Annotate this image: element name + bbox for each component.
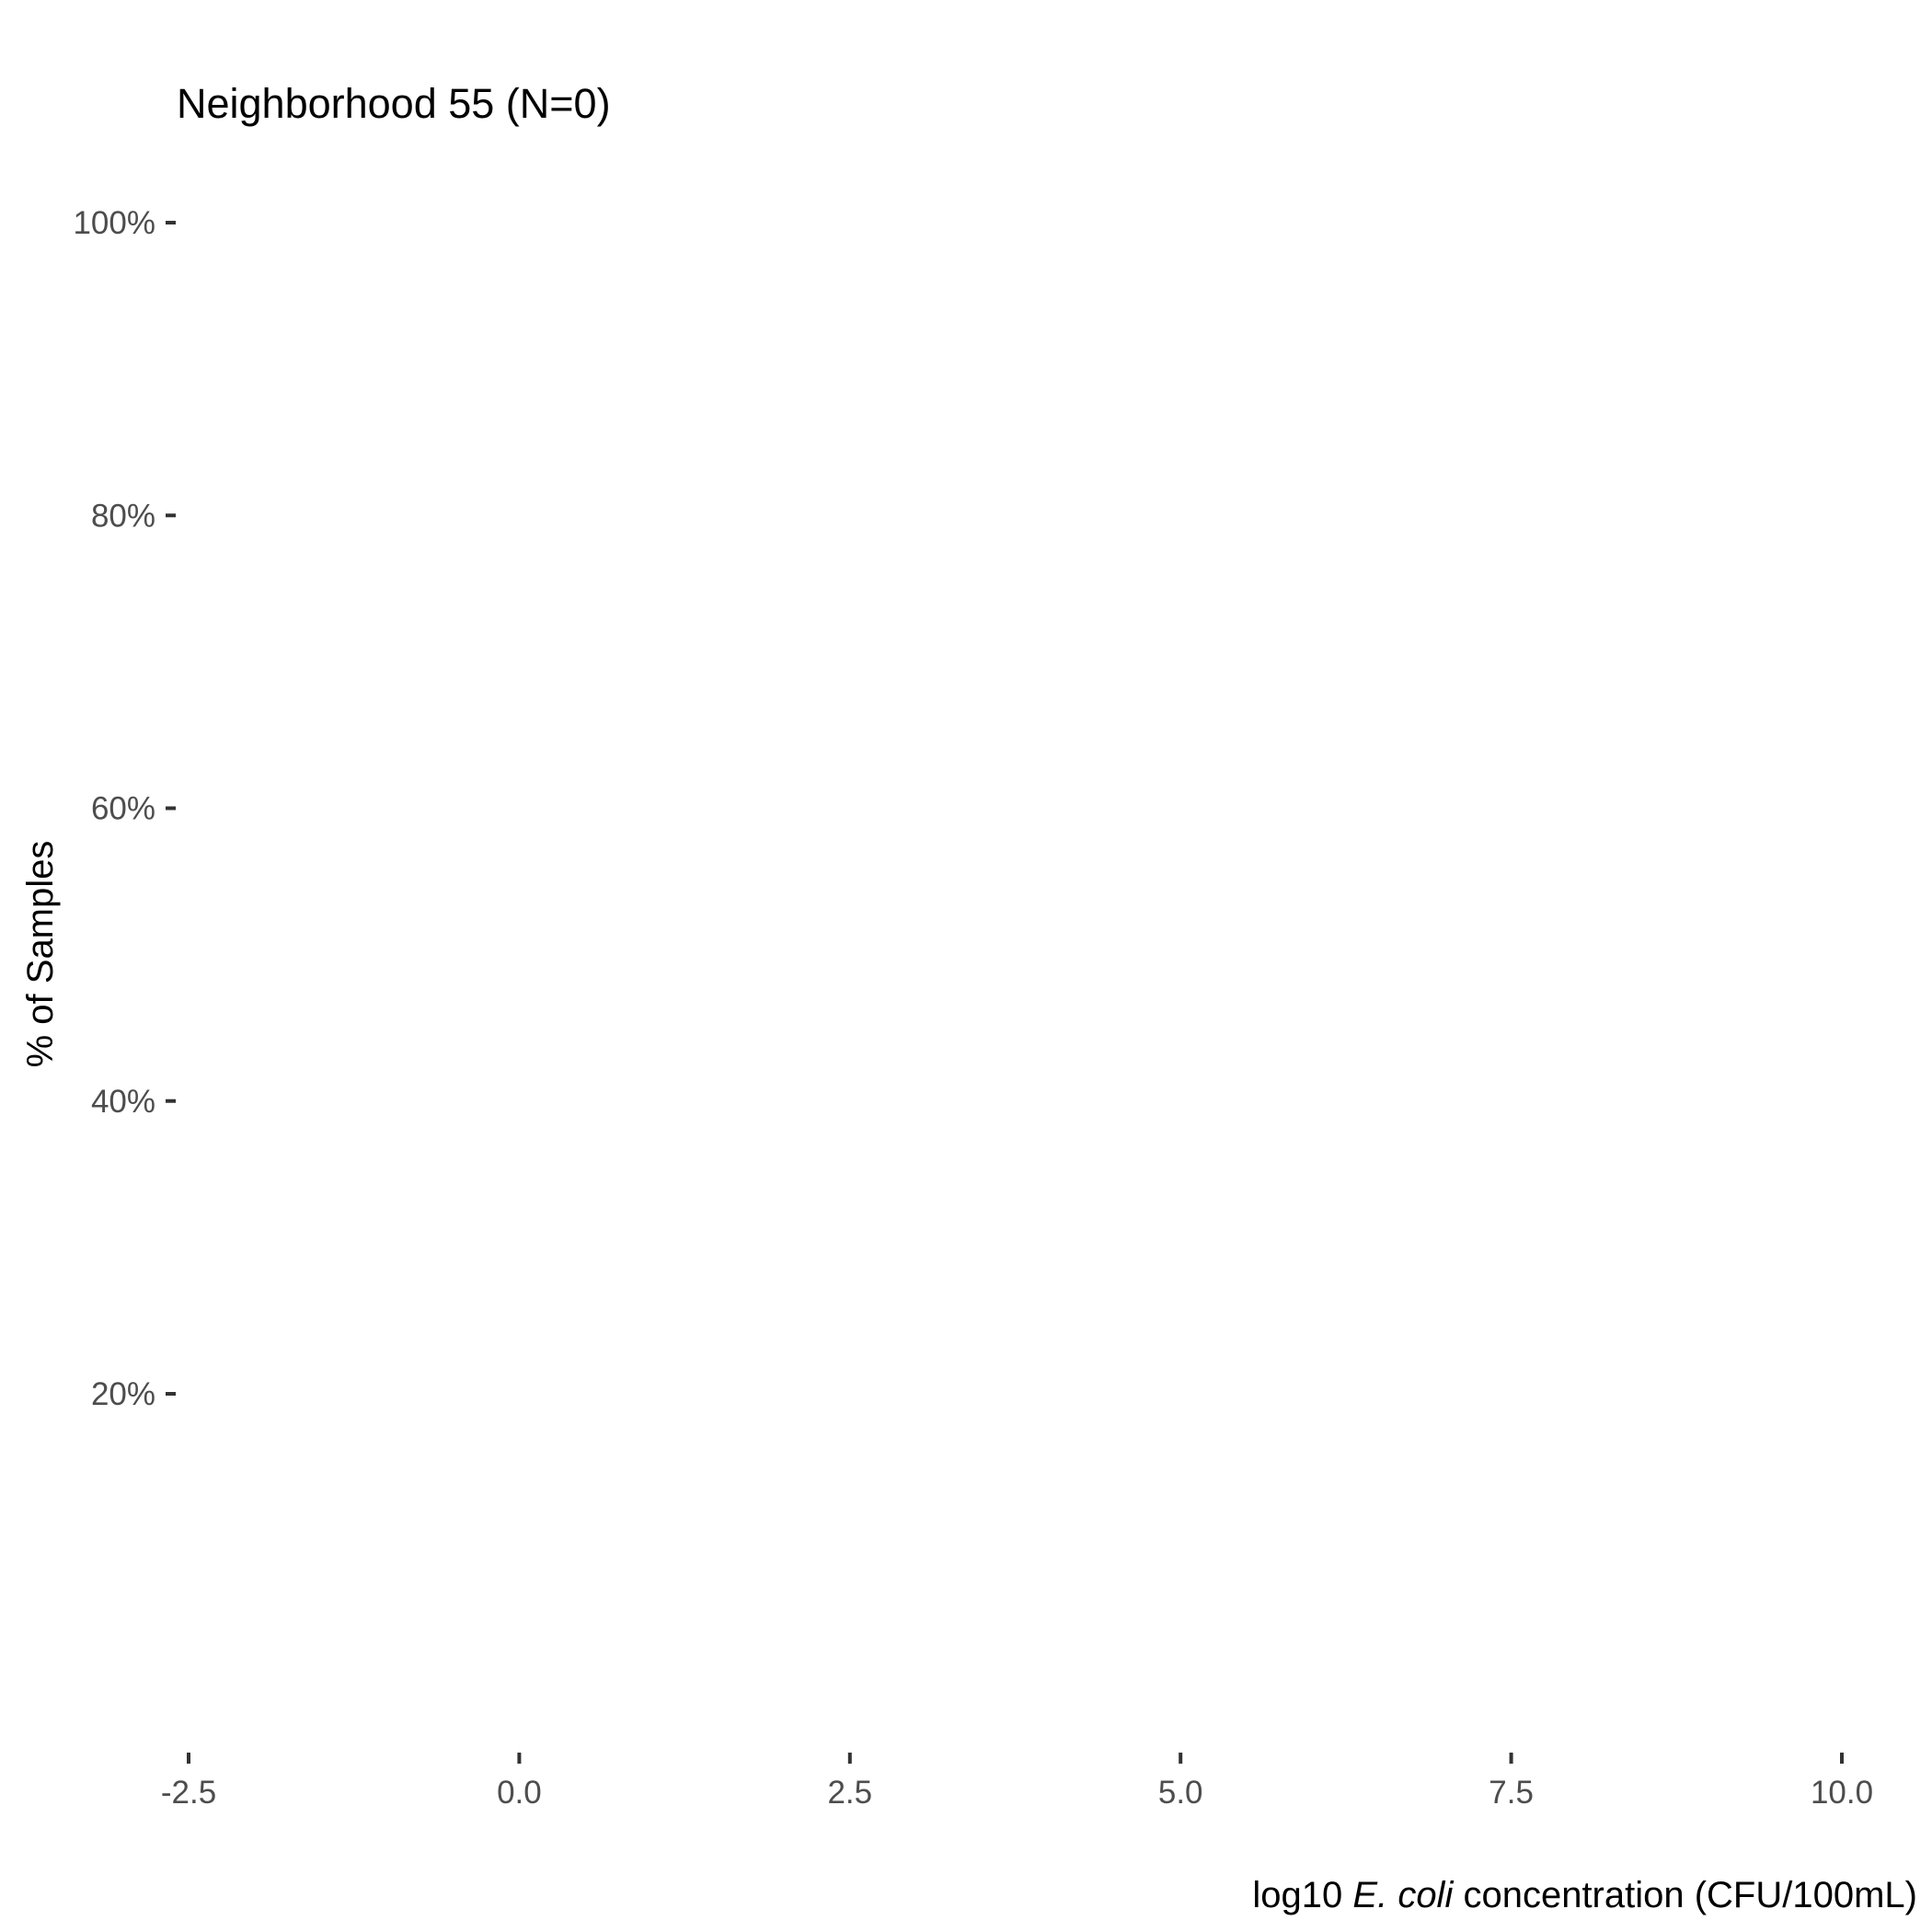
y-axis-title: % of Samples	[20, 841, 61, 1068]
y-tick-label: 40%	[91, 1084, 155, 1120]
y-tick-label: 20%	[91, 1376, 155, 1412]
x-tick-label: 7.5	[1489, 1775, 1534, 1811]
x-axis-title-part: E. coli	[1352, 1875, 1454, 1915]
x-axis: -2.5 0.0 2.5 5.0 7.5 10.0	[161, 1753, 1873, 1811]
x-axis-title: log10 E. coli concentration (CFU/100mL)	[1252, 1875, 1917, 1915]
x-axis-title-part: log10	[1252, 1875, 1352, 1915]
x-axis-title-part: concentration (CFU/100mL)	[1453, 1875, 1917, 1915]
y-tick-label: 60%	[91, 791, 155, 827]
chart-title: Neighborhood 55 (N=0)	[177, 80, 611, 127]
y-tick-label: 100%	[73, 205, 155, 241]
y-tick-label: 80%	[91, 498, 155, 534]
x-tick-label: 10.0	[1811, 1775, 1873, 1811]
x-tick-label: 5.0	[1158, 1775, 1203, 1811]
x-tick-label: -2.5	[161, 1775, 216, 1811]
x-tick-label: 0.0	[497, 1775, 542, 1811]
x-tick-label: 2.5	[827, 1775, 872, 1811]
y-axis: 20% 40% 60% 80% 100%	[73, 205, 176, 1412]
